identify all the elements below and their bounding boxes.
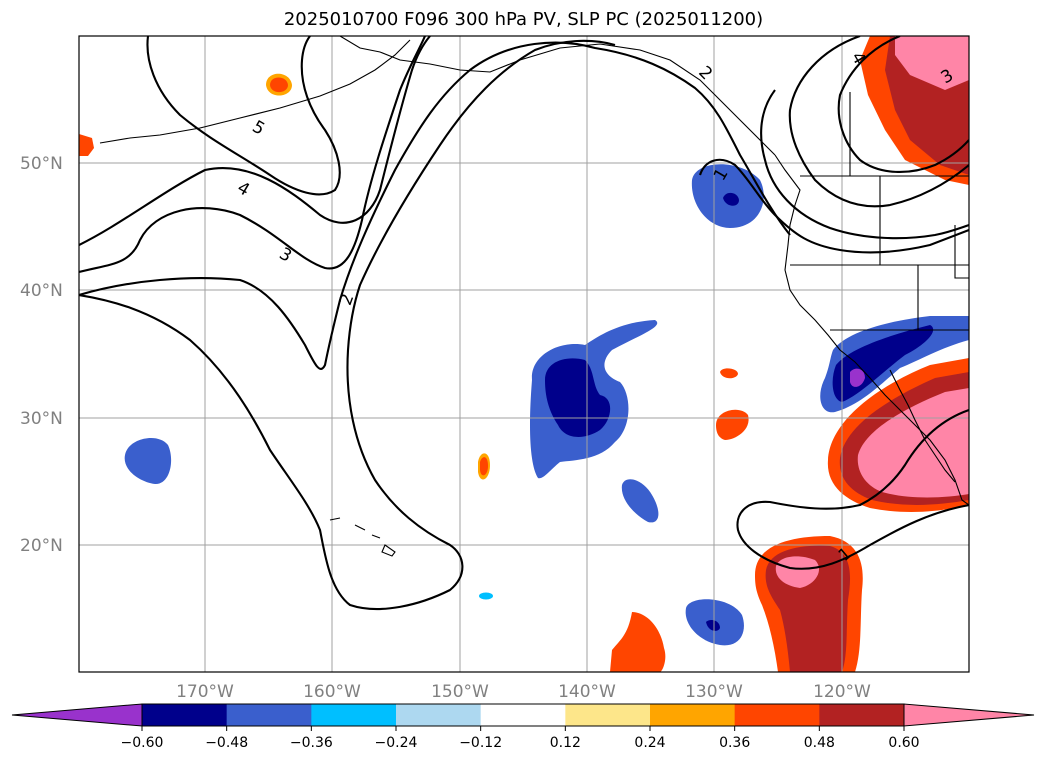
pv-negative-region (850, 368, 865, 387)
contour-4 (79, 36, 431, 246)
colorbar-segment (480, 704, 566, 726)
colorbar-segment (819, 704, 905, 726)
pv-positive-region (720, 368, 738, 379)
colorbar-tick-label: −0.48 (205, 735, 248, 751)
colorbar-tick-label: 0.24 (634, 735, 665, 751)
coastlines (99, 36, 969, 557)
colorbar-segment (226, 704, 312, 726)
na-west-coast (774, 154, 969, 506)
lon-label: 120°W (813, 682, 871, 702)
colorbar-tick-label: −0.24 (375, 735, 418, 751)
colorbar-segment (734, 704, 820, 726)
pv-positive-region (480, 457, 488, 476)
slp-contours (79, 36, 969, 611)
hawaii-islands (329, 517, 396, 557)
graticule (79, 36, 969, 672)
colorbar-segment (311, 704, 397, 726)
colorbar-tick-label: 0.36 (719, 735, 750, 751)
pv-negative-region (479, 592, 493, 600)
pv-fill (79, 36, 969, 672)
lon-label: 160°W (303, 682, 361, 702)
colorbar-segment (396, 704, 482, 726)
pv-negative-region (706, 620, 720, 631)
contour-label: 4 (234, 178, 253, 201)
pv-positive-region (895, 36, 969, 90)
colorbar-segment (142, 704, 228, 726)
contour-2 (79, 39, 616, 611)
colorbar-tick-label: −0.12 (459, 735, 502, 751)
pv-negative-region (124, 437, 172, 485)
colorbar: −0.60 −0.48 −0.36 −0.24 −0.12 0.12 0.24 0.36 0.4… (11, 703, 1035, 751)
contour-5 (146, 36, 341, 196)
lat-label-group: 50°N 40°N 30°N 20°N (20, 154, 63, 556)
lon-label: 170°W (176, 682, 234, 702)
contour-label: 5 (249, 117, 268, 140)
pv-positive-region (270, 77, 288, 93)
pv-positive-region (610, 612, 666, 672)
lat-label: 40°N (20, 281, 63, 301)
contour-4 (837, 36, 969, 173)
alaska-coast (339, 36, 776, 156)
pv-negative-region (723, 192, 739, 206)
contour-3 (788, 36, 969, 208)
colorbar-segment (565, 704, 651, 726)
lon-label: 140°W (558, 682, 616, 702)
aleutian-islands (99, 39, 411, 144)
map-title: 2025010700 F096 300 hPa PV, SLP PC (2025… (283, 9, 764, 30)
pv-negative-region (621, 479, 659, 523)
colorbar-tick-label: 0.60 (888, 735, 919, 751)
colorbar-frame (141, 703, 905, 727)
lat-label: 50°N (20, 154, 63, 174)
colorbar-extend-max (903, 703, 1035, 727)
colorbar-segment (650, 704, 736, 726)
pv-positive-region (79, 134, 94, 156)
contour-2 (79, 41, 791, 370)
pv-negative-region (545, 358, 611, 437)
pv-positive-region (857, 388, 969, 498)
lon-label: 150°W (431, 682, 489, 702)
contour-2 (760, 89, 969, 240)
map-area: 5 4 3 2 2 1 1 3 4 (79, 36, 969, 672)
map-frame (78, 35, 970, 673)
lat-label: 30°N (20, 409, 63, 429)
colorbar-tick-label: −0.60 (121, 735, 164, 751)
colorbar-extend-min (11, 703, 143, 727)
state-boundaries (790, 92, 969, 331)
contour-1 (736, 409, 969, 570)
lon-label-group: 170°W 160°W 150°W 140°W 130°W 120°W (176, 682, 871, 702)
lon-label: 130°W (685, 682, 743, 702)
lat-label: 20°N (20, 536, 63, 556)
colorbar-tick-label: 0.48 (804, 735, 835, 751)
colorbar-tick-label: −0.36 (290, 735, 333, 751)
pv-positive-region (716, 409, 749, 440)
contour-label: 3 (276, 244, 295, 267)
baja-california (889, 369, 956, 483)
contour-label: 2 (694, 62, 716, 84)
colorbar-tick-label: 0.12 (550, 735, 581, 751)
pv-positive-region (775, 556, 820, 588)
contour-3 (79, 36, 426, 274)
contour-1 (699, 158, 969, 254)
